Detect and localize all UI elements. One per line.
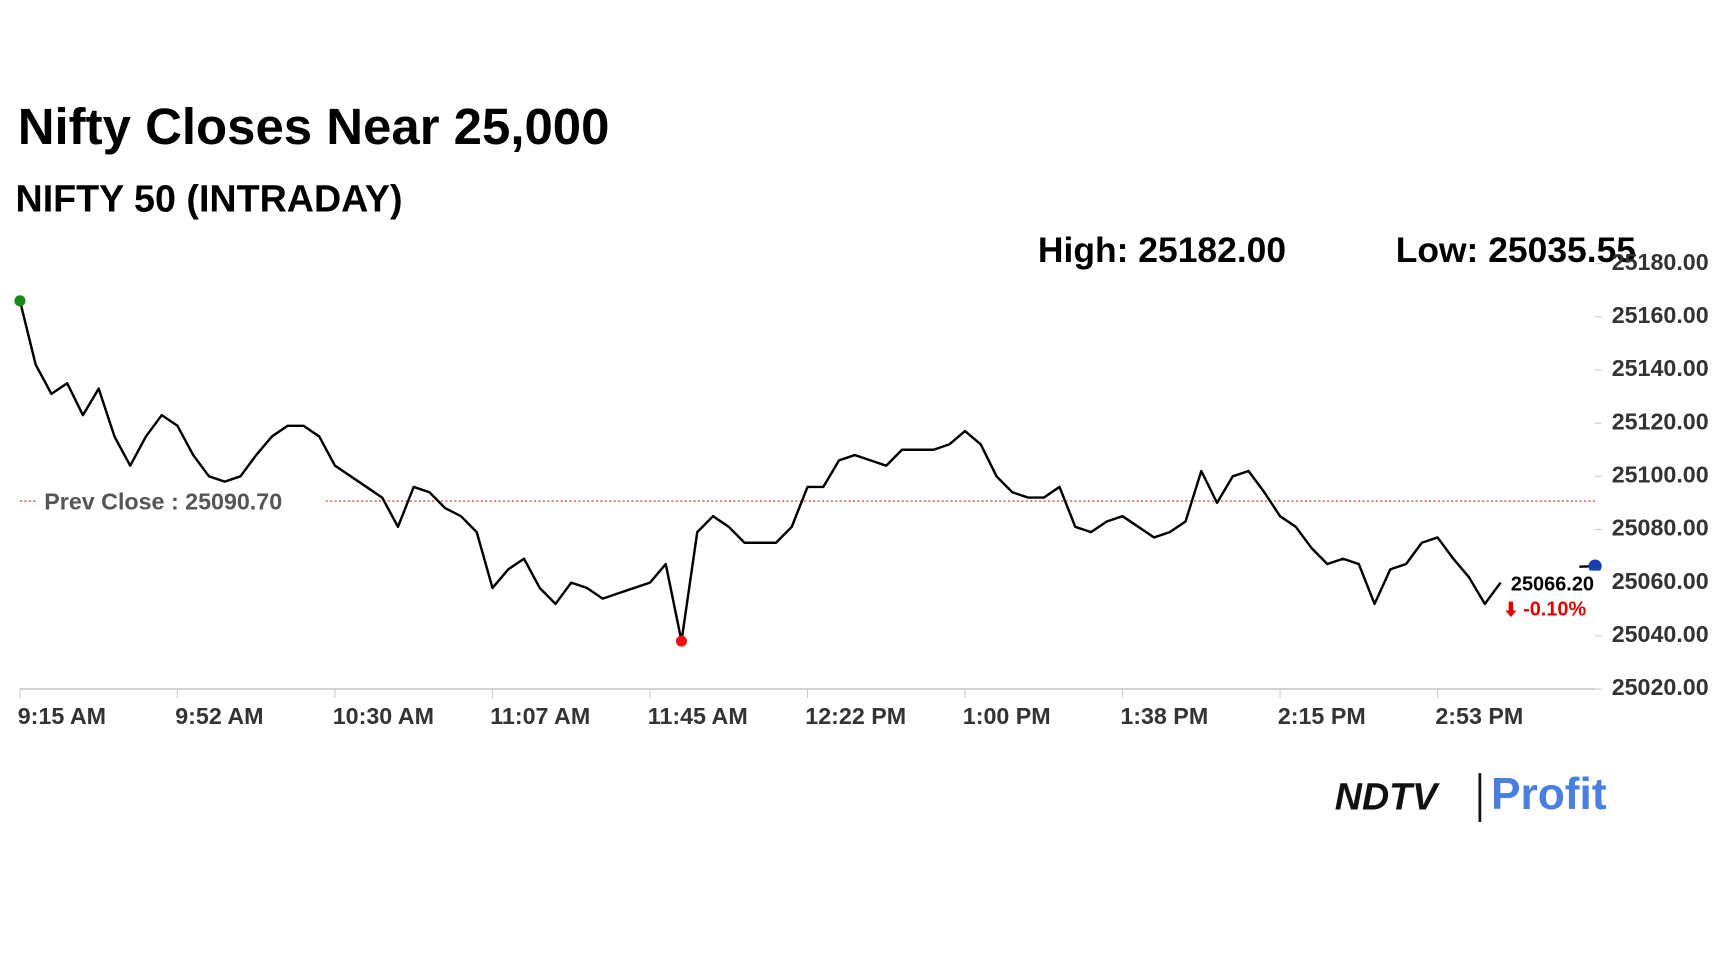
prev-close-bg <box>37 483 324 517</box>
y-tick-label: 25140.00 <box>1612 355 1709 381</box>
x-tick-label: 1:00 PM <box>963 703 1051 729</box>
high-label: High: 25182.00 <box>1038 230 1286 270</box>
prev-close-label: Prev Close : 25090.70 <box>44 488 282 514</box>
y-tick-label: 25120.00 <box>1612 408 1709 434</box>
brand-right: Profit <box>1491 770 1607 819</box>
y-tick-label: 25100.00 <box>1612 461 1709 487</box>
x-tick-label: 12:22 PM <box>805 703 906 729</box>
y-tick-label: 25060.00 <box>1612 568 1709 594</box>
y-tick-label: 25160.00 <box>1612 302 1709 328</box>
y-tick-label: 25020.00 <box>1612 674 1709 700</box>
last-bg <box>1506 570 1602 624</box>
chart-title: Nifty Closes Near 25,000 <box>18 98 610 155</box>
x-tick-label: 2:15 PM <box>1278 703 1366 729</box>
brand-left: NDTV <box>1335 776 1440 818</box>
change-label: -0.10% <box>1523 599 1586 621</box>
x-tick-label: 9:15 AM <box>18 703 106 729</box>
y-tick-label: 25180.00 <box>1612 249 1709 275</box>
start-dot <box>14 295 26 307</box>
last-value-label: 25066.20 <box>1511 573 1594 595</box>
y-tick-label: 25040.00 <box>1612 621 1709 647</box>
logo: NDTV Profit <box>1335 770 1607 822</box>
chart-subtitle: NIFTY 50 (INTRADAY) <box>16 178 403 220</box>
down-arrow <box>1505 601 1517 618</box>
x-tick-label: 9:52 AM <box>175 703 263 729</box>
x-tick-label: 10:30 AM <box>333 703 434 729</box>
x-tick-label: 11:45 AM <box>648 703 748 729</box>
x-tick-label: 1:38 PM <box>1120 703 1208 729</box>
x-tick-label: 2:53 PM <box>1435 703 1523 729</box>
low-dot <box>675 635 688 647</box>
x-tick-label: 11:07 AM <box>490 703 590 729</box>
end-dot <box>1588 559 1602 573</box>
price-line <box>18 300 1596 643</box>
y-tick-label: 25080.00 <box>1612 515 1709 541</box>
